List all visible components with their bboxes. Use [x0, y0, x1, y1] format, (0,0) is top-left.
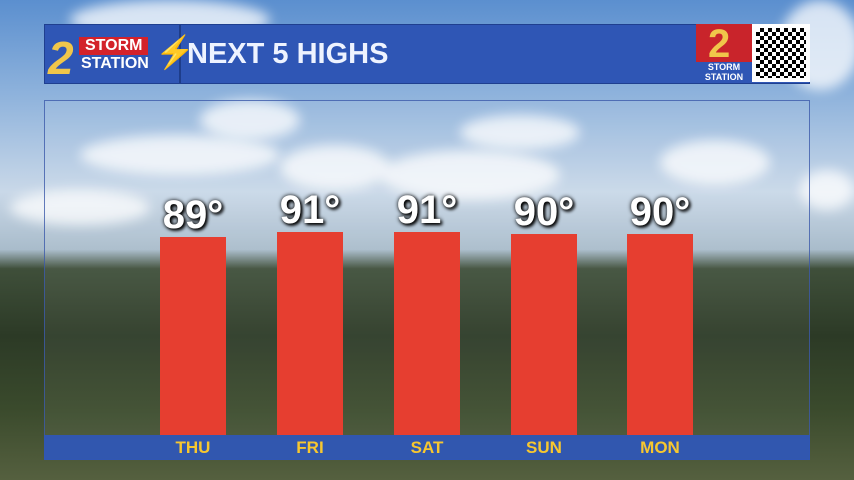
day-label: MON [640, 438, 680, 457]
day-label-strip [44, 435, 810, 460]
logo-station: STATION [81, 55, 149, 72]
bar-mon [627, 234, 693, 435]
logo-number: 2 [48, 32, 74, 84]
bar-sun [511, 234, 577, 435]
value-label: 89° [162, 193, 224, 237]
day-label: THU [175, 438, 211, 457]
brand-number: 2 [708, 22, 731, 66]
storm-station-logo: 2 STORM STATION ⚡ [45, 25, 195, 84]
page-title: NEXT 5 HIGHS [187, 37, 389, 70]
qr-code-icon [752, 24, 810, 82]
brand-text: STORM STATION [696, 62, 752, 82]
value-label: 91° [396, 188, 458, 232]
bar-fri [277, 232, 343, 435]
logo-storm: STORM [79, 37, 149, 55]
lightning-bolt-icon: ⚡ [155, 34, 195, 70]
header-banner: 2 STORM STATION ⚡ NEXT 5 HIGHS [44, 24, 810, 84]
bar-thu [160, 237, 226, 435]
bar-sat [394, 232, 460, 435]
value-label: 90° [513, 190, 575, 234]
day-label: SAT [410, 438, 444, 457]
value-label: 91° [279, 188, 341, 232]
day-label: FRI [296, 438, 324, 457]
day-label: SUN [526, 438, 562, 457]
brand-logo: 2 STORM STATION [696, 22, 752, 82]
value-label: 90° [629, 190, 691, 234]
